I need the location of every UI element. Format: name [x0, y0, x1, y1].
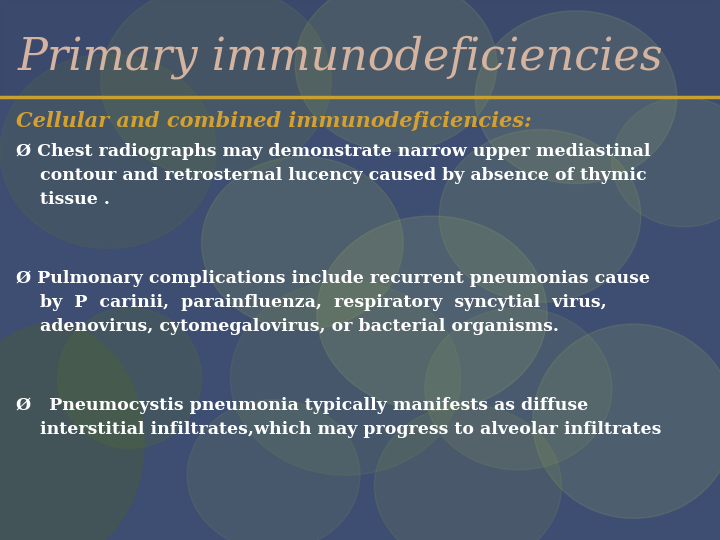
Ellipse shape: [612, 97, 720, 227]
Text: Ø   Pneumocystis pneumonia typically manifests as diffuse
    interstitial infil: Ø Pneumocystis pneumonia typically manif…: [16, 397, 661, 438]
Ellipse shape: [187, 400, 360, 540]
Ellipse shape: [202, 157, 403, 329]
Ellipse shape: [0, 54, 216, 248]
Bar: [0, 0, 720, 97]
Ellipse shape: [533, 324, 720, 518]
Text: Primary immunodeficiencies: Primary immunodeficiencies: [18, 35, 664, 78]
Text: Ø Chest radiographs may demonstrate narrow upper mediastinal
    contour and ret: Ø Chest radiographs may demonstrate narr…: [16, 143, 650, 208]
Text: Cellular and combined immunodeficiencies:: Cellular and combined immunodeficiencies…: [16, 111, 531, 131]
Ellipse shape: [0, 324, 144, 540]
Ellipse shape: [101, 0, 331, 178]
Ellipse shape: [295, 0, 497, 151]
Ellipse shape: [439, 130, 641, 302]
Ellipse shape: [230, 281, 461, 475]
Text: Ø Pulmonary complications include recurrent pneumonias cause
    by  P  carinii,: Ø Pulmonary complications include recurr…: [16, 270, 650, 335]
Ellipse shape: [317, 216, 547, 410]
Ellipse shape: [58, 308, 202, 448]
Ellipse shape: [475, 11, 677, 184]
Ellipse shape: [425, 308, 612, 470]
Ellipse shape: [374, 405, 562, 540]
